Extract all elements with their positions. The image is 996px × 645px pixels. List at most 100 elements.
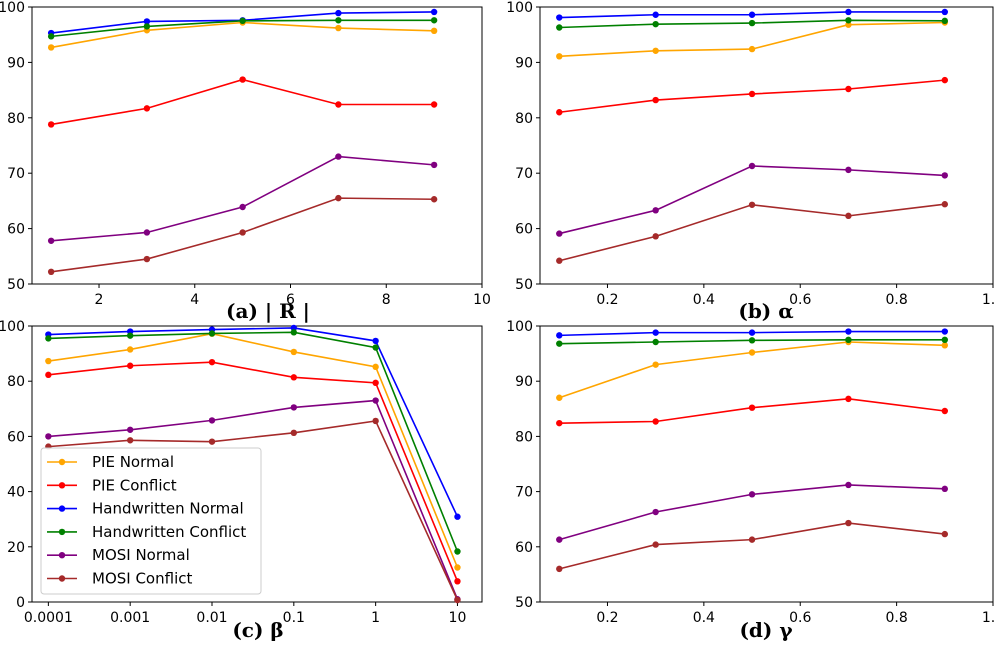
x-tick-label: 0.6 (789, 292, 811, 308)
data-point (941, 328, 949, 335)
data-point (45, 335, 52, 342)
x-tick-label: 8 (382, 292, 391, 308)
data-point (652, 96, 659, 104)
series-line (559, 398, 945, 424)
data-point (941, 336, 949, 343)
data-point (652, 541, 659, 548)
data-point (748, 90, 756, 98)
y-tick-label: 20 (7, 540, 25, 556)
x-tick-label: 4 (190, 292, 199, 308)
y-tick-label: 90 (515, 55, 533, 71)
data-point (47, 33, 55, 40)
data-point (748, 201, 756, 208)
y-tick-label: 50 (7, 277, 25, 293)
data-point (748, 19, 756, 27)
x-tick-label: 0.8 (885, 610, 907, 626)
y-tick-label: 90 (7, 55, 25, 71)
y-tick-label: 90 (515, 374, 533, 390)
data-point (126, 437, 134, 444)
data-point (556, 332, 563, 339)
data-point (652, 20, 659, 28)
data-point (208, 417, 216, 424)
data-point (845, 8, 852, 16)
y-tick-label: 100 (0, 319, 25, 335)
data-point (45, 371, 52, 379)
data-point (47, 121, 55, 128)
legend-box (40, 447, 262, 595)
panel-caption: (d) γ (739, 618, 793, 642)
series-line (48, 399, 459, 600)
data-point (290, 429, 298, 437)
data-point (556, 14, 563, 21)
panel-b: 50 60 70 80 90 100 0.2 0.4 0.6 0.8 1.0 (b) α (506, 0, 996, 323)
legend-swatch-marker (58, 458, 66, 466)
legend-label: Handwritten Conflict (92, 523, 246, 541)
series-line (48, 332, 459, 568)
data-point (556, 565, 563, 573)
data-point (556, 394, 563, 401)
data-point (208, 358, 216, 366)
data-point (47, 237, 55, 244)
x-tick-label: 10 (449, 610, 467, 626)
panel-caption: (b) α (738, 299, 793, 323)
data-point (290, 324, 298, 332)
legend-label: Handwritten Normal (92, 500, 244, 518)
legend-label: MOSI Normal (92, 546, 190, 564)
legend-swatch-marker (58, 552, 66, 559)
data-point (941, 172, 949, 179)
y-tick-label: 50 (515, 277, 533, 293)
data-point (290, 329, 298, 336)
y-tick-label: 50 (515, 595, 533, 611)
y-tick-label: 70 (515, 485, 533, 501)
panel-caption: (a) | R | (226, 299, 310, 323)
data-point (556, 230, 563, 237)
plot-frame (539, 6, 994, 285)
data-point (290, 348, 298, 356)
data-point (239, 203, 246, 211)
data-point (845, 336, 852, 343)
data-point (748, 337, 756, 344)
data-point (45, 433, 52, 440)
data-point (748, 349, 756, 356)
x-tick-label: 1.0 (982, 610, 996, 626)
x-tick-label: 1.0 (982, 292, 996, 308)
data-point (208, 330, 216, 337)
data-point (845, 212, 852, 220)
data-point (454, 596, 461, 604)
legend-label: MOSI Conflict (92, 570, 192, 588)
data-point (372, 379, 379, 387)
x-tick-label: 0.001 (110, 610, 150, 626)
data-point (941, 201, 949, 208)
data-point (845, 85, 852, 93)
x-tick-label: 2 (95, 292, 104, 308)
series-line (559, 203, 945, 262)
data-point (239, 229, 246, 236)
data-point (454, 578, 461, 585)
data-point (845, 519, 852, 527)
y-tick-label: 40 (7, 485, 25, 501)
data-point (748, 536, 756, 543)
x-tick-label: 0.8 (885, 292, 907, 308)
series-line (51, 78, 435, 126)
y-tick-label: 70 (515, 166, 533, 182)
x-tick-label: 0.4 (693, 292, 715, 308)
data-point (126, 332, 134, 339)
x-tick-label: 10 (473, 292, 491, 308)
data-point (845, 395, 852, 403)
data-point (143, 255, 151, 263)
data-point (430, 27, 438, 35)
data-point (208, 438, 216, 445)
y-tick-label: 0 (16, 595, 25, 611)
plot-frame (539, 325, 994, 603)
data-point (239, 17, 246, 25)
data-point (748, 45, 756, 53)
data-point (941, 530, 949, 538)
legend-swatch-marker (58, 482, 66, 489)
plot-frame (31, 6, 483, 285)
data-point (239, 76, 246, 83)
data-point (652, 361, 659, 368)
panel-a: 50 60 70 80 90 100 2 4 6 8 10 (a) | R | (0, 0, 491, 323)
series-line (48, 420, 459, 601)
data-point (430, 17, 438, 24)
